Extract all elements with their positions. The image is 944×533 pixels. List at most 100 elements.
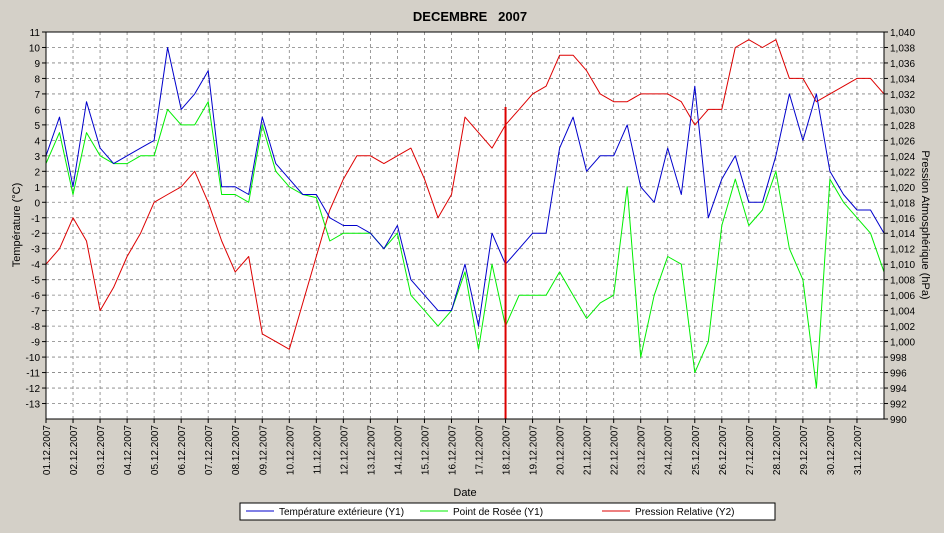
x-tick-label: 25.12.2007 (691, 425, 702, 475)
x-tick-label: 15.12.2007 (420, 425, 431, 475)
x-tick-label: 04.12.2007 (123, 425, 134, 475)
y-tick-label: -4 (31, 260, 40, 271)
y-axis-right: 1,040 1,038 1,036 1,034 1,032 1,030 1,028 1,026… (884, 28, 915, 426)
x-tick-label: 23.12.2007 (637, 425, 648, 475)
x-tick-label: 06.12.2007 (177, 425, 188, 475)
y2-tick-label: 1,034 (890, 74, 915, 85)
y2-tick-label: 1,030 (890, 105, 915, 116)
x-tick-label: 13.12.2007 (366, 425, 377, 475)
plot-area (46, 32, 884, 419)
y-tick-label: 8 (34, 74, 40, 85)
x-tick-label: 11.12.2007 (312, 425, 323, 475)
x-tick-label: 03.12.2007 (96, 425, 107, 475)
y-tick-label: 2 (34, 167, 40, 178)
y-tick-label: 6 (34, 105, 40, 116)
x-tick-label: 24.12.2007 (664, 425, 675, 475)
y-tick-label: -13 (26, 400, 41, 411)
y-tick-label: 7 (34, 90, 40, 101)
legend-label-pressure: Pression Relative (Y2) (635, 507, 734, 518)
x-tick-label: 17.12.2007 (475, 425, 486, 475)
y-tick-label: 9 (34, 59, 40, 70)
y-axis-left: 11109876543210-1-2-3-4-5-6-7-8-9-10-11-1… (26, 28, 46, 411)
y-tick-label: -11 (26, 369, 40, 380)
y-tick-label: -10 (26, 353, 41, 364)
y2-tick-label: 1,014 (890, 229, 915, 240)
x-axis-label: Date (453, 487, 476, 499)
y-tick-label: 1 (34, 183, 40, 194)
x-tick-label: 21.12.2007 (583, 425, 594, 475)
y2-tick-label: 1,006 (890, 291, 915, 302)
y2-tick-label: 1,040 (890, 28, 915, 39)
y-tick-label: -9 (31, 338, 40, 349)
x-tick-label: 05.12.2007 (150, 425, 161, 475)
legend-label-dewpoint: Point de Rosée (Y1) (453, 507, 543, 518)
y2-tick-label: 996 (890, 369, 907, 380)
y2-tick-label: 1,020 (890, 183, 915, 194)
y-tick-label: 10 (29, 43, 41, 54)
x-tick-label: 12.12.2007 (339, 425, 350, 475)
y-tick-label: -7 (31, 307, 40, 318)
y-tick-label: 11 (30, 28, 41, 39)
y2-tick-label: 1,018 (890, 198, 915, 209)
x-axis: 01.12.2007 02.12.2007 03.12.2007 04.12.2007… (42, 419, 864, 475)
temperature-line (45, 47, 885, 327)
y-axis-label: Température (°C) (11, 183, 23, 267)
x-tick-label: 18.12.2007 (502, 425, 513, 475)
x-tick-label: 10.12.2007 (285, 425, 296, 475)
y-tick-label: -5 (31, 276, 40, 287)
x-tick-label: 31.12.2007 (853, 425, 864, 475)
dewpoint-line (45, 101, 885, 389)
x-tick-label: 09.12.2007 (258, 425, 269, 475)
x-tick-label: 16.12.2007 (447, 425, 458, 475)
x-tick-label: 01.12.2007 (42, 425, 53, 475)
y-tick-label: 3 (34, 152, 40, 163)
y2-tick-label: 1,026 (890, 136, 915, 147)
x-tick-label: 28.12.2007 (772, 425, 783, 475)
x-tick-label: 02.12.2007 (69, 425, 80, 475)
grid (45, 31, 884, 419)
pressure-line (45, 39, 885, 350)
x-tick-label: 19.12.2007 (529, 425, 540, 475)
legend: Température extérieure (Y1) Point de Ros… (239, 502, 776, 521)
y2-tick-label: 1,036 (890, 59, 915, 70)
x-tick-label: 22.12.2007 (610, 425, 621, 475)
y2-tick-label: 1,002 (890, 322, 915, 333)
legend-box (239, 502, 776, 521)
y-tick-label: -1 (31, 214, 40, 225)
y2-tick-label: 1,028 (890, 121, 915, 132)
y-tick-label: -6 (31, 291, 40, 302)
y2-tick-label: 1,032 (890, 90, 915, 101)
y2-tick-label: 1,010 (890, 260, 915, 271)
x-tick-label: 20.12.2007 (556, 425, 567, 475)
y2-tick-label: 1,008 (890, 276, 915, 287)
y-tick-label: -8 (31, 322, 40, 333)
series-layer (45, 39, 885, 389)
y2-tick-label: 1,038 (890, 43, 915, 54)
x-tick-label: 07.12.2007 (204, 425, 215, 475)
x-tick-label: 29.12.2007 (799, 425, 810, 475)
plot-border (45, 31, 885, 420)
x-tick-label: 30.12.2007 (826, 425, 837, 475)
y2-tick-label: 1,004 (890, 307, 915, 318)
y2-tick-label: 1,012 (890, 245, 915, 256)
y-tick-label: 4 (34, 136, 40, 147)
y-tick-label: 0 (34, 198, 40, 209)
y2-tick-label: 1,016 (890, 214, 915, 225)
y2-tick-label: 998 (890, 353, 907, 364)
chart-title: DECEMBRE 2007 (413, 9, 527, 24)
y2-tick-label: 1,022 (890, 167, 915, 178)
x-tick-label: 27.12.2007 (745, 425, 756, 475)
y-tick-label: -3 (31, 245, 40, 256)
y2-tick-label: 992 (890, 400, 907, 411)
y-tick-label: -12 (26, 384, 41, 395)
y2-tick-label: 1,024 (890, 152, 915, 163)
y-tick-label: 5 (34, 121, 40, 132)
x-tick-label: 08.12.2007 (231, 425, 242, 475)
x-tick-label: 14.12.2007 (393, 425, 404, 475)
y2-axis-label: Pression Atmosphérique (hPa) (919, 150, 931, 299)
x-tick-label: 26.12.2007 (718, 425, 729, 475)
y2-tick-label: 1,000 (890, 338, 915, 349)
y2-tick-label: 990 (890, 415, 907, 426)
